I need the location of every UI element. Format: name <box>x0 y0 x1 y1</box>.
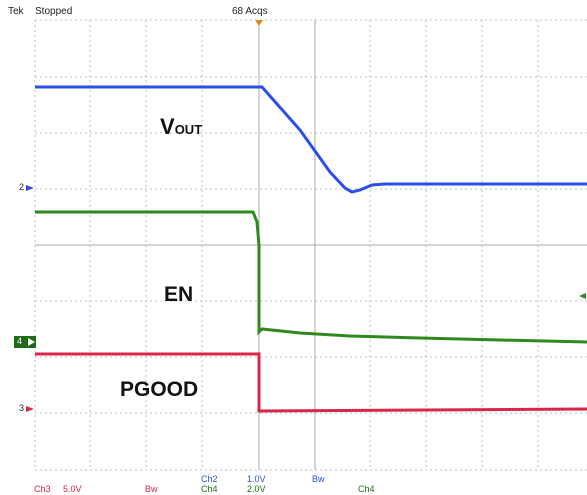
ch4-readout: Ch4 <box>201 484 218 494</box>
ch2-scale: 1.0V <box>247 474 266 484</box>
ch3-marker-label: 3 <box>19 403 25 413</box>
run-state: Stopped <box>35 6 73 17</box>
ch3-ground-marker <box>26 406 34 412</box>
ch2-bandwidth: Bw <box>312 474 325 484</box>
ch2-marker-label: 2 <box>19 182 25 192</box>
ch2-ground-marker <box>26 185 34 191</box>
trigger-level-marker <box>579 293 586 299</box>
vout-waveform <box>35 85 587 194</box>
pgood-label: PGOOD <box>120 378 199 401</box>
pgood-waveform <box>35 352 587 413</box>
acquisition-count: 68 Acqs <box>232 6 268 17</box>
ch4-ground-marker <box>14 336 36 348</box>
brand-label: Tek <box>8 6 24 17</box>
ch3-bandwidth: Bw <box>145 484 158 494</box>
trigger-source: Ch4 <box>358 484 375 494</box>
ch3-readout: Ch3 <box>34 484 51 494</box>
trigger-position-marker <box>255 20 263 26</box>
vout-label: VOUT <box>160 114 203 139</box>
ch4-marker-label: 4 <box>17 336 23 346</box>
ch4-scale: 2.0V <box>247 484 266 494</box>
ch2-readout: Ch2 <box>201 474 218 484</box>
ch3-scale: 5.0V <box>63 484 82 494</box>
en-label: EN <box>164 283 194 306</box>
en-waveform <box>35 210 587 344</box>
